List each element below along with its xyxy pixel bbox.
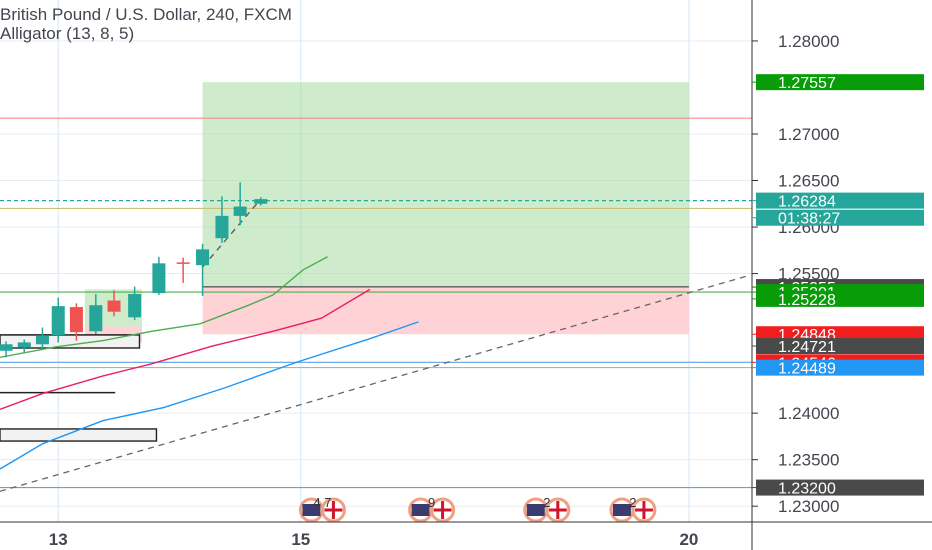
y-tick-label: 1.23500 bbox=[778, 451, 839, 470]
price-badge-label: 01:38:27 bbox=[778, 211, 840, 228]
entry-dashed-trend bbox=[202, 198, 262, 268]
event-count: 2 bbox=[629, 495, 636, 510]
candle-body-6 bbox=[107, 300, 121, 312]
price-badge-label: 1.24489 bbox=[778, 361, 836, 378]
price-badge: 01:38:27 bbox=[752, 209, 924, 228]
us-flag-canton bbox=[612, 504, 631, 516]
range-box-lower bbox=[0, 428, 158, 442]
entry-line bbox=[202, 286, 689, 288]
event-group-1: 9 bbox=[408, 495, 456, 523]
alligator-indicator bbox=[0, 256, 419, 470]
chart-title: British Pound / U.S. Dollar, 240, FXCM bbox=[0, 5, 292, 24]
drawings-layer bbox=[0, 198, 747, 492]
candle-body-1 bbox=[17, 342, 31, 348]
candles-layer bbox=[0, 182, 268, 358]
price-badge: 1.25228 bbox=[752, 290, 924, 309]
indicator-legend: Alligator (13, 8, 5) bbox=[0, 24, 134, 43]
y-tick-label: 1.23000 bbox=[778, 497, 839, 516]
us-flag-canton bbox=[302, 504, 321, 516]
price-badge-bg bbox=[756, 290, 924, 307]
event-count: 2 bbox=[543, 495, 550, 510]
alligator-jaw-line bbox=[0, 321, 419, 470]
price-badge-bg bbox=[756, 479, 924, 496]
event-group-3: 2 bbox=[609, 495, 657, 523]
candle-body-5 bbox=[89, 305, 103, 332]
price-badge-label: 1.26284 bbox=[778, 194, 836, 211]
price-badge: 1.24489 bbox=[752, 359, 924, 378]
us-flag-canton bbox=[411, 504, 430, 516]
price-badge-bg bbox=[756, 209, 924, 226]
events-layer: 4 7 9 2 2 bbox=[298, 495, 657, 523]
price-badge: 1.24721 bbox=[752, 338, 924, 356]
price-badge-bg bbox=[756, 359, 924, 376]
candle-body-7 bbox=[128, 294, 142, 318]
horizontal-lines bbox=[0, 117, 752, 489]
event-group-0: 4 7 bbox=[298, 495, 346, 523]
price-badge-label: 1.27557 bbox=[778, 75, 836, 92]
price-badge: 1.27557 bbox=[752, 74, 924, 92]
y-tick-label: 1.25500 bbox=[778, 265, 839, 284]
y-tick-label: 1.27000 bbox=[778, 125, 839, 144]
price-badge-bg bbox=[756, 192, 924, 209]
target-zone bbox=[202, 82, 689, 288]
candle-body-10 bbox=[196, 249, 210, 266]
price-badges: 1.275571.2628401:38:271.253551.253011.25… bbox=[752, 74, 924, 498]
candle-body-9 bbox=[176, 262, 190, 264]
candle-body-8 bbox=[152, 263, 166, 294]
dashed-trend bbox=[0, 275, 747, 492]
price-badge: 1.26284 bbox=[752, 192, 924, 211]
price-badge-label: 1.25228 bbox=[778, 292, 836, 309]
price-badge-label: 1.23200 bbox=[778, 481, 836, 498]
candle-body-3 bbox=[51, 306, 65, 335]
alligator-teeth-line bbox=[0, 288, 371, 411]
price-badge-bg bbox=[756, 74, 924, 91]
alligator-lips-line bbox=[0, 256, 328, 358]
candle-body-0 bbox=[0, 344, 13, 351]
event-count: 4 7 bbox=[313, 495, 331, 510]
x-tick-label: 15 bbox=[291, 530, 310, 549]
event-count: 9 bbox=[428, 495, 435, 510]
candle-body-11 bbox=[215, 215, 229, 239]
x-tick-label: 20 bbox=[679, 530, 698, 549]
candle-body-12 bbox=[233, 206, 247, 216]
y-tick-label: 1.28000 bbox=[778, 32, 839, 51]
price-badge-label: 1.24721 bbox=[778, 339, 836, 356]
y-tick-label: 1.26500 bbox=[778, 172, 839, 191]
stop-zone bbox=[202, 287, 689, 335]
price-badge-bg bbox=[756, 338, 924, 355]
range-box-upper bbox=[0, 334, 141, 349]
candle-body-2 bbox=[35, 335, 49, 345]
candle-body-4 bbox=[69, 307, 83, 333]
us-flag-canton bbox=[526, 504, 545, 516]
event-group-2: 2 bbox=[523, 495, 571, 523]
candle-body-13 bbox=[254, 199, 268, 204]
y-tick-label: 1.24000 bbox=[778, 404, 839, 423]
x-tick-label: 13 bbox=[49, 530, 68, 549]
price-badge: 1.23200 bbox=[752, 479, 924, 498]
